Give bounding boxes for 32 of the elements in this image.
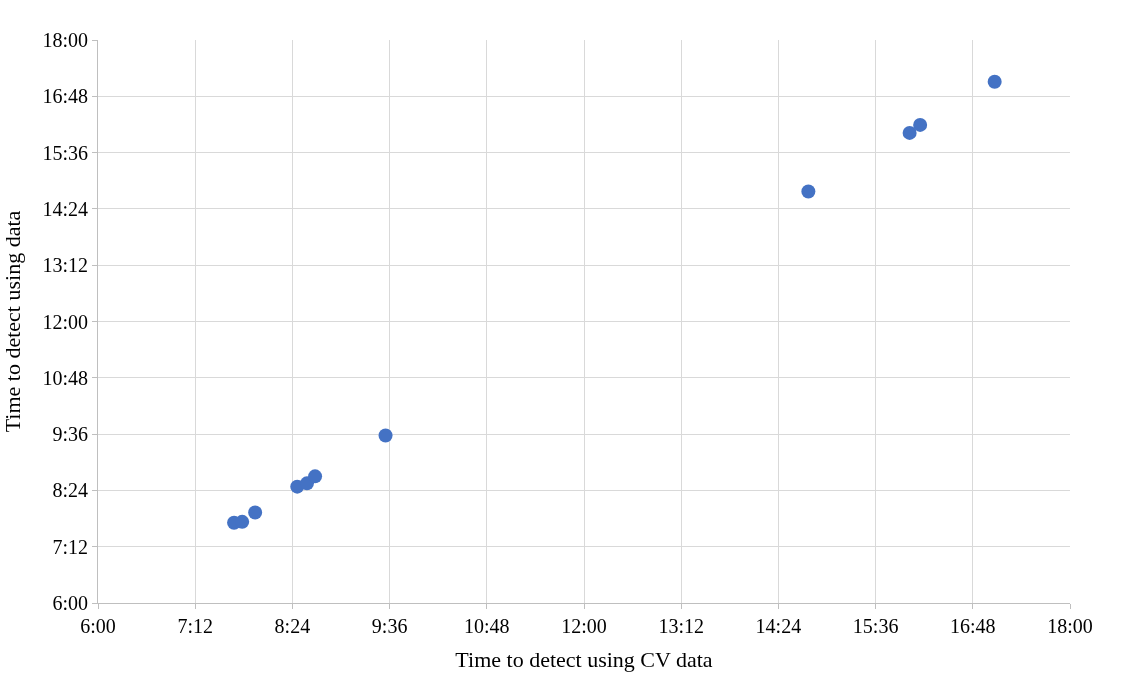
y-tick-label: 8:24 [52, 479, 88, 502]
y-tick-label: 7:12 [52, 535, 88, 558]
x-tick-label: 13:12 [658, 615, 704, 637]
x-tick-label: 10:48 [464, 615, 510, 637]
x-tick-label: 16:48 [950, 615, 996, 637]
y-tick-label: 9:36 [52, 423, 88, 446]
y-axis-title: Time to detect using data [0, 210, 26, 433]
y-tick-label: 13:12 [42, 254, 88, 277]
x-tick-label: 18:00 [1047, 615, 1093, 637]
y-tick-label: 16:48 [42, 85, 88, 108]
x-tick-label: 15:36 [852, 615, 899, 637]
point [235, 514, 250, 529]
point [801, 184, 816, 199]
x-tick-label: 7:12 [177, 615, 213, 637]
point [913, 117, 928, 132]
y-tick-label: 12:00 [42, 310, 88, 333]
y-tick-label: 6:00 [52, 592, 88, 614]
point [248, 505, 263, 520]
x-axis-title: Time to detect using CV data [455, 646, 713, 672]
point [902, 125, 917, 140]
x-tick-label: 12:00 [561, 615, 607, 637]
x-tick-label: 9:36 [371, 615, 408, 637]
x-tick-label: 8:24 [274, 615, 311, 637]
y-tick-label: 18:00 [42, 29, 88, 51]
y-tick-label: 15:36 [42, 141, 88, 164]
y-tick-label: 14:24 [42, 197, 88, 220]
point [987, 74, 1002, 89]
point [308, 469, 323, 484]
y-tick-label: 10:48 [42, 366, 88, 389]
x-tick-label: 14:24 [755, 615, 802, 637]
point [378, 428, 393, 443]
x-tick-label: 6:00 [80, 615, 116, 637]
